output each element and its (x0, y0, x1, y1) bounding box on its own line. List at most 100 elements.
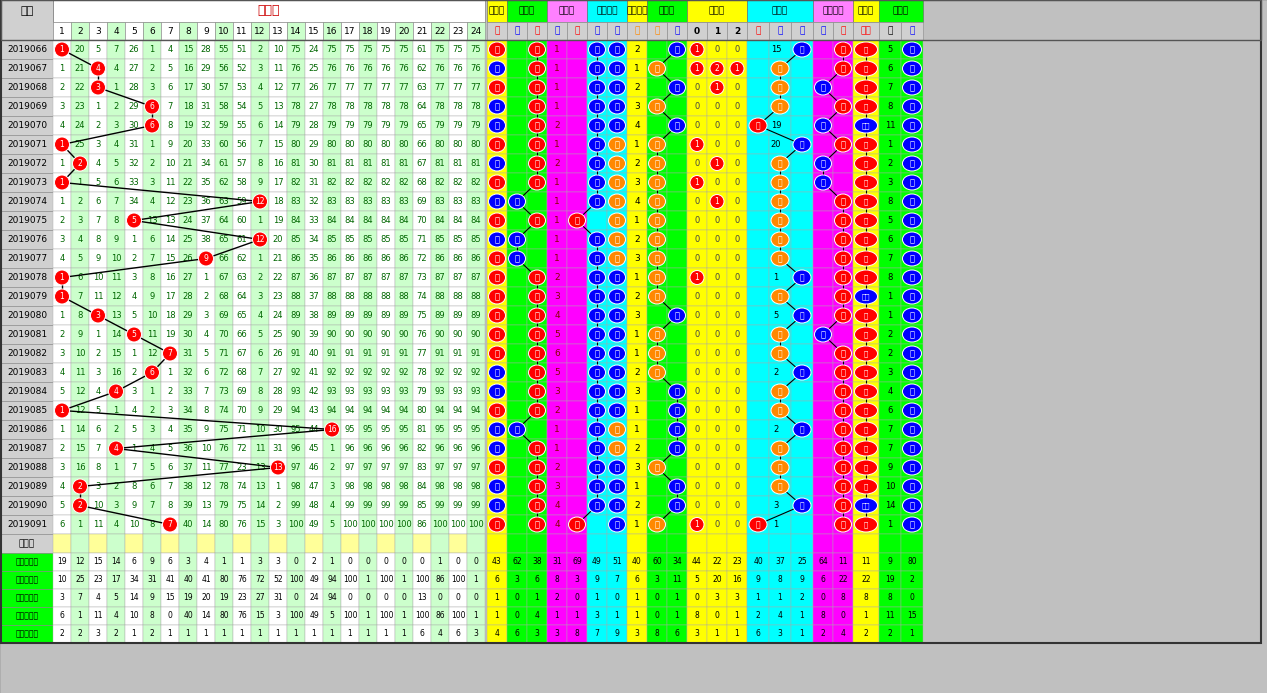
Ellipse shape (854, 118, 878, 133)
Text: 偶: 偶 (494, 482, 499, 491)
Ellipse shape (528, 61, 546, 76)
Text: 孤: 孤 (864, 464, 868, 471)
Text: 99: 99 (471, 501, 481, 510)
Bar (305, 553, 323, 571)
Text: 5: 5 (167, 444, 172, 453)
Bar (769, 287, 791, 306)
Bar (431, 382, 449, 401)
Text: 87: 87 (327, 273, 337, 282)
Text: 质: 质 (535, 178, 540, 187)
Text: 4: 4 (535, 611, 540, 620)
Text: 降: 降 (674, 444, 679, 453)
Bar (323, 344, 341, 363)
Text: 90: 90 (399, 330, 409, 339)
Text: 0: 0 (735, 140, 740, 149)
Bar (161, 230, 179, 249)
Bar (487, 154, 507, 173)
Bar (341, 249, 359, 268)
Text: 偶: 偶 (494, 444, 499, 453)
Text: 0: 0 (167, 611, 172, 620)
Bar (143, 22, 161, 40)
Text: 小: 小 (594, 311, 599, 320)
Bar (395, 116, 413, 135)
Bar (901, 306, 922, 325)
Bar (395, 249, 413, 268)
Bar (727, 477, 748, 496)
Text: 0: 0 (694, 197, 699, 206)
Bar (53, 192, 71, 211)
Text: 2: 2 (77, 26, 82, 35)
Bar (395, 287, 413, 306)
Ellipse shape (588, 308, 606, 323)
Bar (71, 496, 89, 515)
Bar (1, 268, 53, 287)
Text: 71: 71 (417, 235, 427, 244)
Text: 奇: 奇 (494, 254, 499, 263)
Text: 孤: 孤 (840, 444, 845, 453)
Bar (251, 22, 269, 40)
Text: 1: 1 (694, 64, 699, 73)
Bar (813, 22, 832, 40)
Text: 孤: 孤 (840, 102, 845, 111)
Text: 100: 100 (289, 611, 303, 620)
Text: 2019089: 2019089 (6, 482, 47, 491)
Text: 孤: 孤 (864, 217, 868, 224)
Bar (568, 306, 587, 325)
Bar (507, 553, 527, 571)
Bar (879, 173, 901, 192)
Ellipse shape (772, 327, 789, 342)
Text: 8: 8 (655, 629, 659, 638)
Bar (215, 589, 233, 607)
Bar (323, 287, 341, 306)
Bar (879, 589, 901, 607)
Ellipse shape (669, 118, 685, 133)
Bar (727, 458, 748, 477)
Text: 34: 34 (672, 557, 682, 566)
Ellipse shape (669, 308, 685, 323)
Ellipse shape (489, 175, 506, 190)
Text: 7: 7 (113, 45, 119, 54)
Bar (813, 401, 832, 420)
Text: 中: 中 (910, 349, 915, 358)
Text: 2: 2 (257, 45, 262, 54)
Bar (161, 496, 179, 515)
Text: 49: 49 (309, 520, 319, 529)
Text: 1: 1 (713, 26, 720, 35)
Text: 6: 6 (887, 406, 893, 415)
Bar (251, 78, 269, 97)
Text: 偶: 偶 (514, 26, 519, 35)
Text: 29: 29 (272, 406, 284, 415)
Text: 4: 4 (494, 629, 499, 638)
Text: 中: 中 (910, 387, 915, 396)
Bar (727, 344, 748, 363)
Circle shape (691, 42, 704, 57)
Bar (487, 192, 507, 211)
Bar (71, 325, 89, 344)
Ellipse shape (793, 270, 811, 285)
Bar (468, 40, 485, 59)
Text: 0: 0 (715, 501, 720, 510)
Text: 11: 11 (165, 178, 175, 187)
Bar (901, 515, 922, 534)
Bar (106, 306, 125, 325)
Text: 100: 100 (432, 520, 447, 529)
Text: 11: 11 (255, 444, 265, 453)
Bar (431, 363, 449, 382)
Bar (487, 607, 507, 625)
Text: 1: 1 (635, 593, 640, 602)
Ellipse shape (489, 327, 506, 342)
Bar (395, 477, 413, 496)
Ellipse shape (649, 365, 665, 380)
Bar (879, 401, 901, 420)
Bar (305, 363, 323, 382)
Text: 72: 72 (237, 444, 247, 453)
Bar (233, 382, 251, 401)
Text: 77: 77 (452, 83, 464, 92)
Bar (323, 268, 341, 287)
Ellipse shape (588, 460, 606, 475)
Bar (196, 439, 215, 458)
Bar (507, 249, 527, 268)
Bar (587, 325, 607, 344)
Text: 2019072: 2019072 (8, 159, 47, 168)
Bar (378, 59, 395, 78)
